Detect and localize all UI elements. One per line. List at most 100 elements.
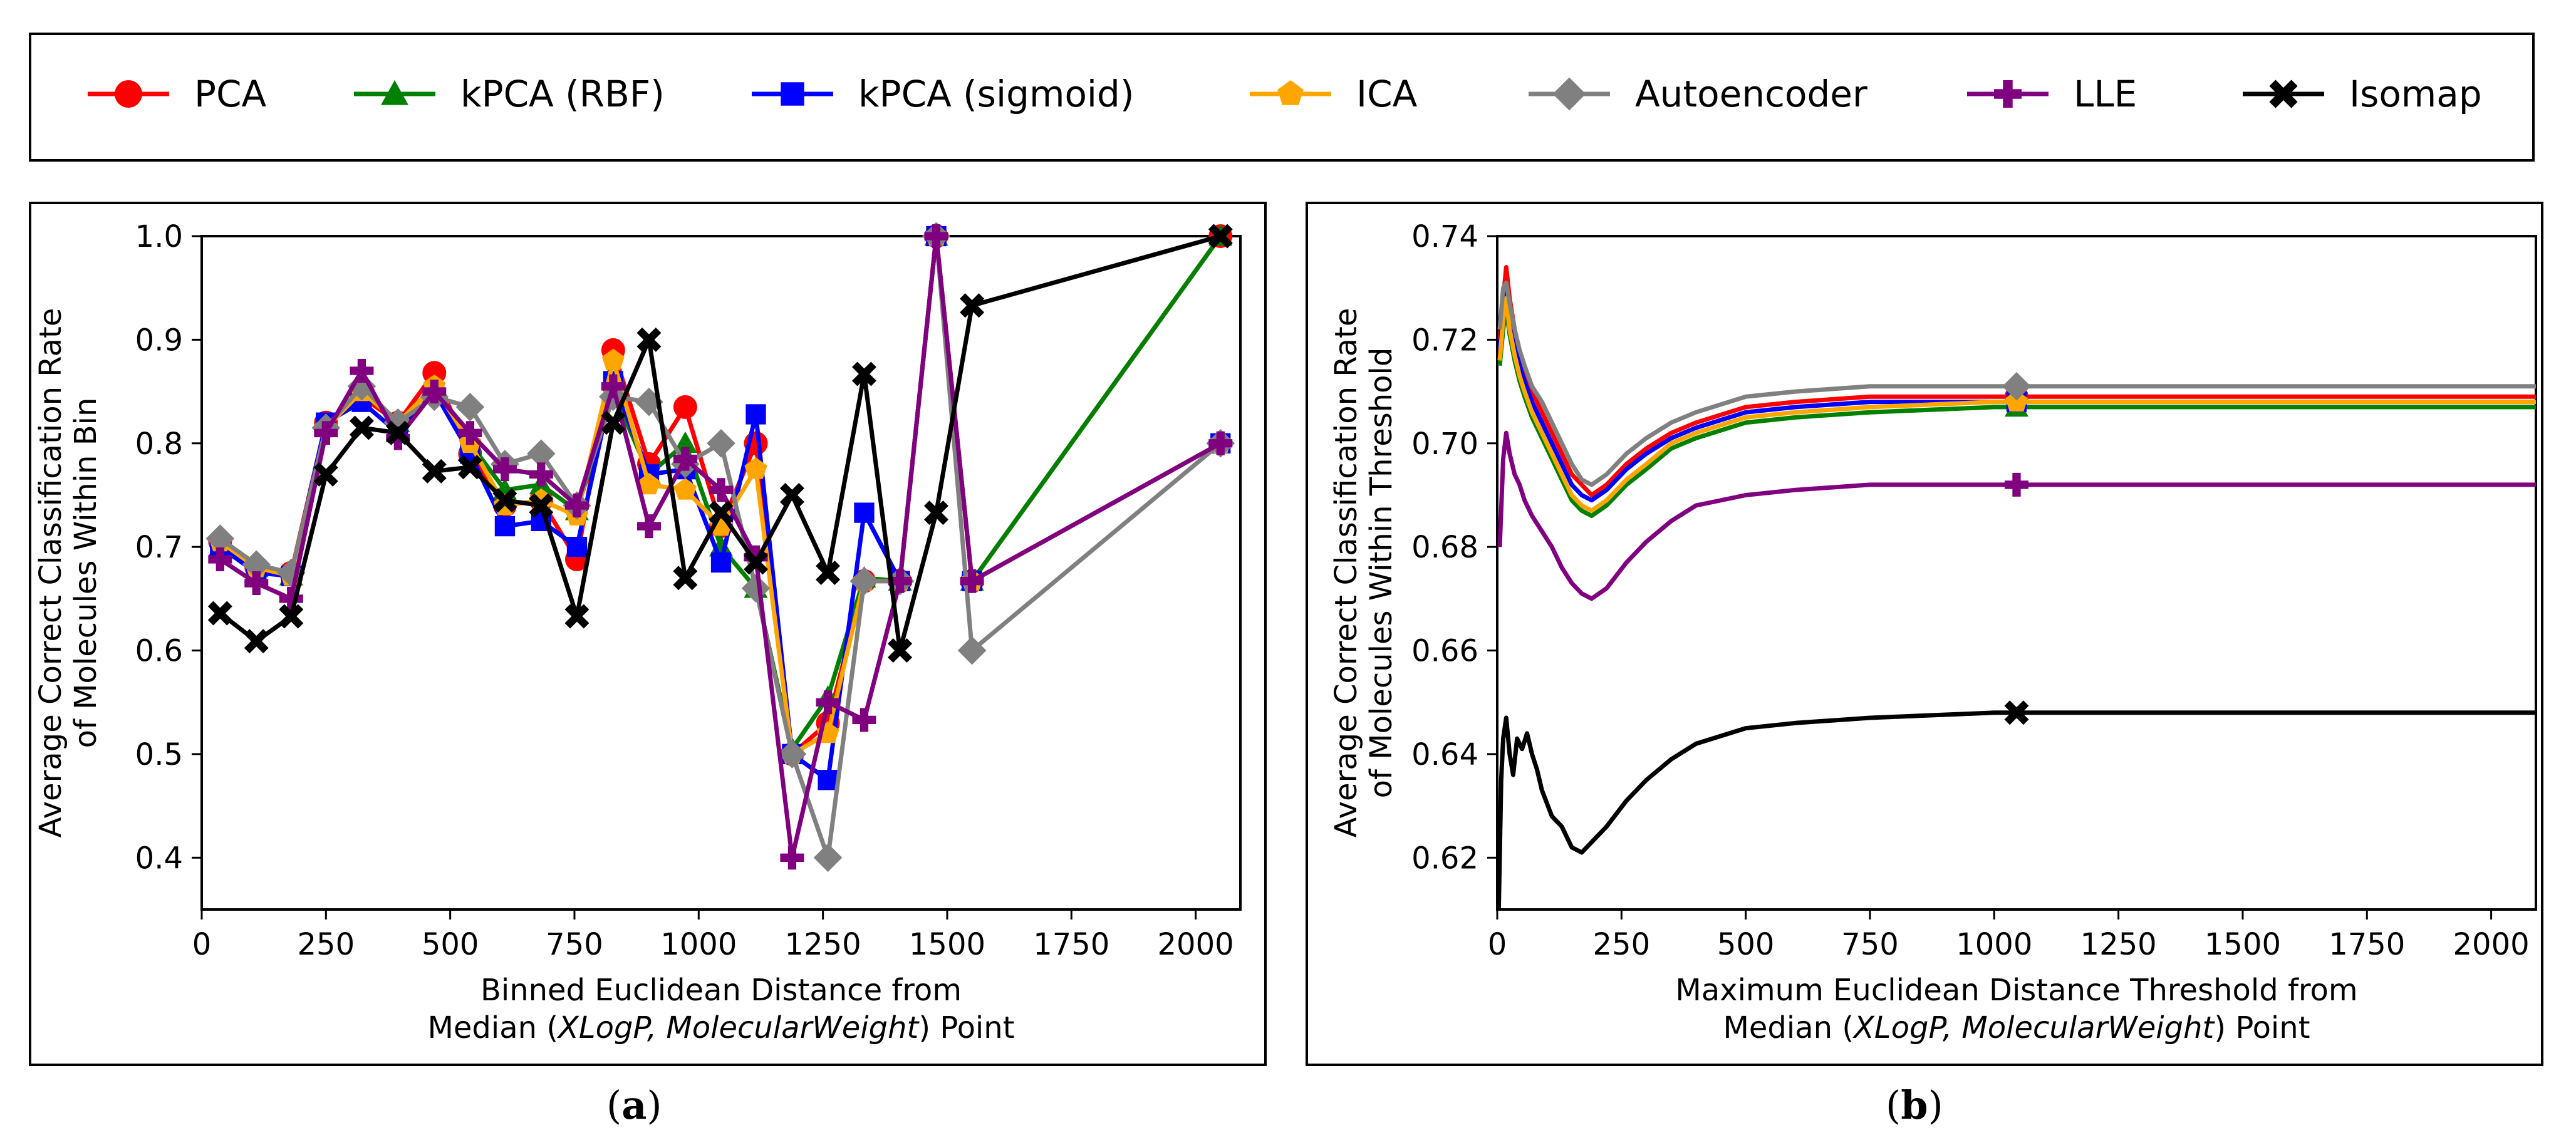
data-point	[527, 439, 556, 469]
y-tick-label: 0.5	[135, 737, 183, 772]
x-axis-label-line2: Median (XLogP, MolecularWeight) Point	[427, 1010, 1014, 1045]
y-tick-label: 0.70	[1411, 427, 1478, 462]
data-point	[422, 459, 447, 484]
data-point	[637, 472, 660, 495]
data-point	[710, 552, 732, 573]
data-point	[779, 482, 804, 507]
data-point	[673, 447, 697, 471]
data-point	[279, 604, 304, 629]
x-tick-label: 2000	[2453, 927, 2530, 962]
data-point	[1208, 431, 1233, 455]
y-axis-label: Average Correct Classification Rateof Mo…	[1329, 308, 1399, 838]
data-point	[777, 740, 807, 769]
y-tick-label: 0.72	[1411, 323, 1478, 358]
data-point	[636, 514, 661, 539]
x-tick-label: 750	[546, 927, 603, 962]
x-tick-label: 0	[1488, 927, 1507, 962]
y-tick-label: 0.64	[1411, 737, 1478, 772]
data-point	[707, 428, 735, 458]
x-tick-label: 1750	[2329, 927, 2405, 962]
plot-area	[200, 235, 1242, 911]
data-point	[564, 494, 589, 517]
legend-label: Autoencoder	[1635, 73, 1867, 115]
y-tick-label: 0.9	[135, 323, 183, 358]
data-point	[492, 457, 517, 482]
data-point	[455, 393, 485, 422]
series-line	[1497, 280, 2536, 487]
data-point	[244, 629, 269, 654]
data-point	[2005, 472, 2029, 497]
data-point	[960, 569, 984, 593]
legend	[29, 33, 2535, 162]
legend-item-2: kPCA (sigmoid)	[752, 73, 1135, 115]
data-point	[673, 431, 697, 453]
data-point	[207, 601, 232, 626]
data-point	[529, 462, 553, 487]
y-tick-label: 0.7	[135, 530, 183, 565]
series-line	[1497, 296, 2536, 513]
y-tick-label: 0.62	[1411, 841, 1478, 876]
legend-item-1: kPCA (RBF)	[354, 73, 665, 115]
legend-item-5: LLE	[1967, 73, 2137, 115]
legend-marker	[1994, 80, 2022, 108]
plot-area	[1496, 235, 2537, 911]
y-tick-label: 0.68	[1411, 530, 1478, 565]
data-point	[709, 478, 733, 502]
series-line	[1497, 710, 2536, 909]
legend-marker	[2269, 80, 2298, 108]
data-point	[279, 586, 303, 611]
y-tick-label: 0.74	[1411, 219, 1478, 254]
y-tick-label: 0.66	[1411, 634, 1478, 669]
data-point	[350, 359, 374, 383]
data-point	[492, 488, 517, 513]
data-point	[601, 410, 626, 435]
y-tick-label: 0.8	[135, 427, 183, 462]
legend-marker	[1552, 77, 1586, 111]
y-tick-label: 1.0	[135, 219, 183, 254]
data-point	[849, 566, 879, 596]
data-point	[673, 478, 697, 500]
legend-item-4: Autoencoder	[1529, 73, 1867, 115]
data-point	[494, 516, 516, 537]
data-point	[813, 843, 843, 873]
data-point	[313, 462, 338, 487]
x-tick-label: 1500	[909, 927, 985, 962]
x-axis-label: Maximum Euclidean Distance Threshold fro…	[1675, 973, 2357, 1008]
data-point	[529, 493, 554, 518]
data-point	[242, 550, 271, 579]
data-point	[744, 550, 769, 575]
series-isomap	[207, 224, 1233, 663]
data-point	[2005, 390, 2028, 412]
legend-marker	[115, 80, 142, 108]
chart-panel-a: 0 250 500 750 1000 1250 1500 1750 2000 0.4 0.5 0.6 0…	[33, 219, 1242, 1045]
data-point	[709, 500, 734, 526]
series-isomap	[1497, 700, 2536, 909]
data-point	[745, 404, 766, 425]
panel-b-frame	[1306, 202, 2543, 1066]
legend-marker	[1277, 80, 1304, 105]
data-point	[851, 361, 876, 386]
data-point	[818, 770, 838, 790]
series-lle	[1497, 430, 2536, 601]
data-point	[422, 380, 447, 404]
data-point	[314, 421, 338, 445]
data-point	[673, 395, 697, 419]
x-tick-label: 250	[1593, 927, 1651, 962]
legend-marker	[381, 80, 408, 105]
legend-entries: PCA kPCA (RBF) kPCA (sigmoid) ICA Autoencode…	[88, 73, 2482, 115]
data-point	[636, 327, 662, 352]
panel-a-frame	[29, 202, 1267, 1066]
legend-item-3: ICA	[1250, 73, 1418, 115]
data-point	[744, 457, 767, 479]
x-tick-label: 2000	[1158, 927, 1234, 962]
chart-panel-b: 0 250 500 750 1000 1250 1500 1750 2000 0.62 0.64 0.…	[1329, 219, 2537, 1045]
x-tick-label: 1500	[2205, 927, 2281, 962]
x-tick-label: 1000	[1956, 927, 2032, 962]
data-point	[2004, 700, 2029, 725]
caption-a: (a)	[606, 1082, 662, 1128]
data-point	[564, 604, 589, 629]
data-point	[854, 502, 875, 523]
x-tick-label: 500	[1717, 927, 1775, 962]
legend-marker	[781, 82, 804, 106]
